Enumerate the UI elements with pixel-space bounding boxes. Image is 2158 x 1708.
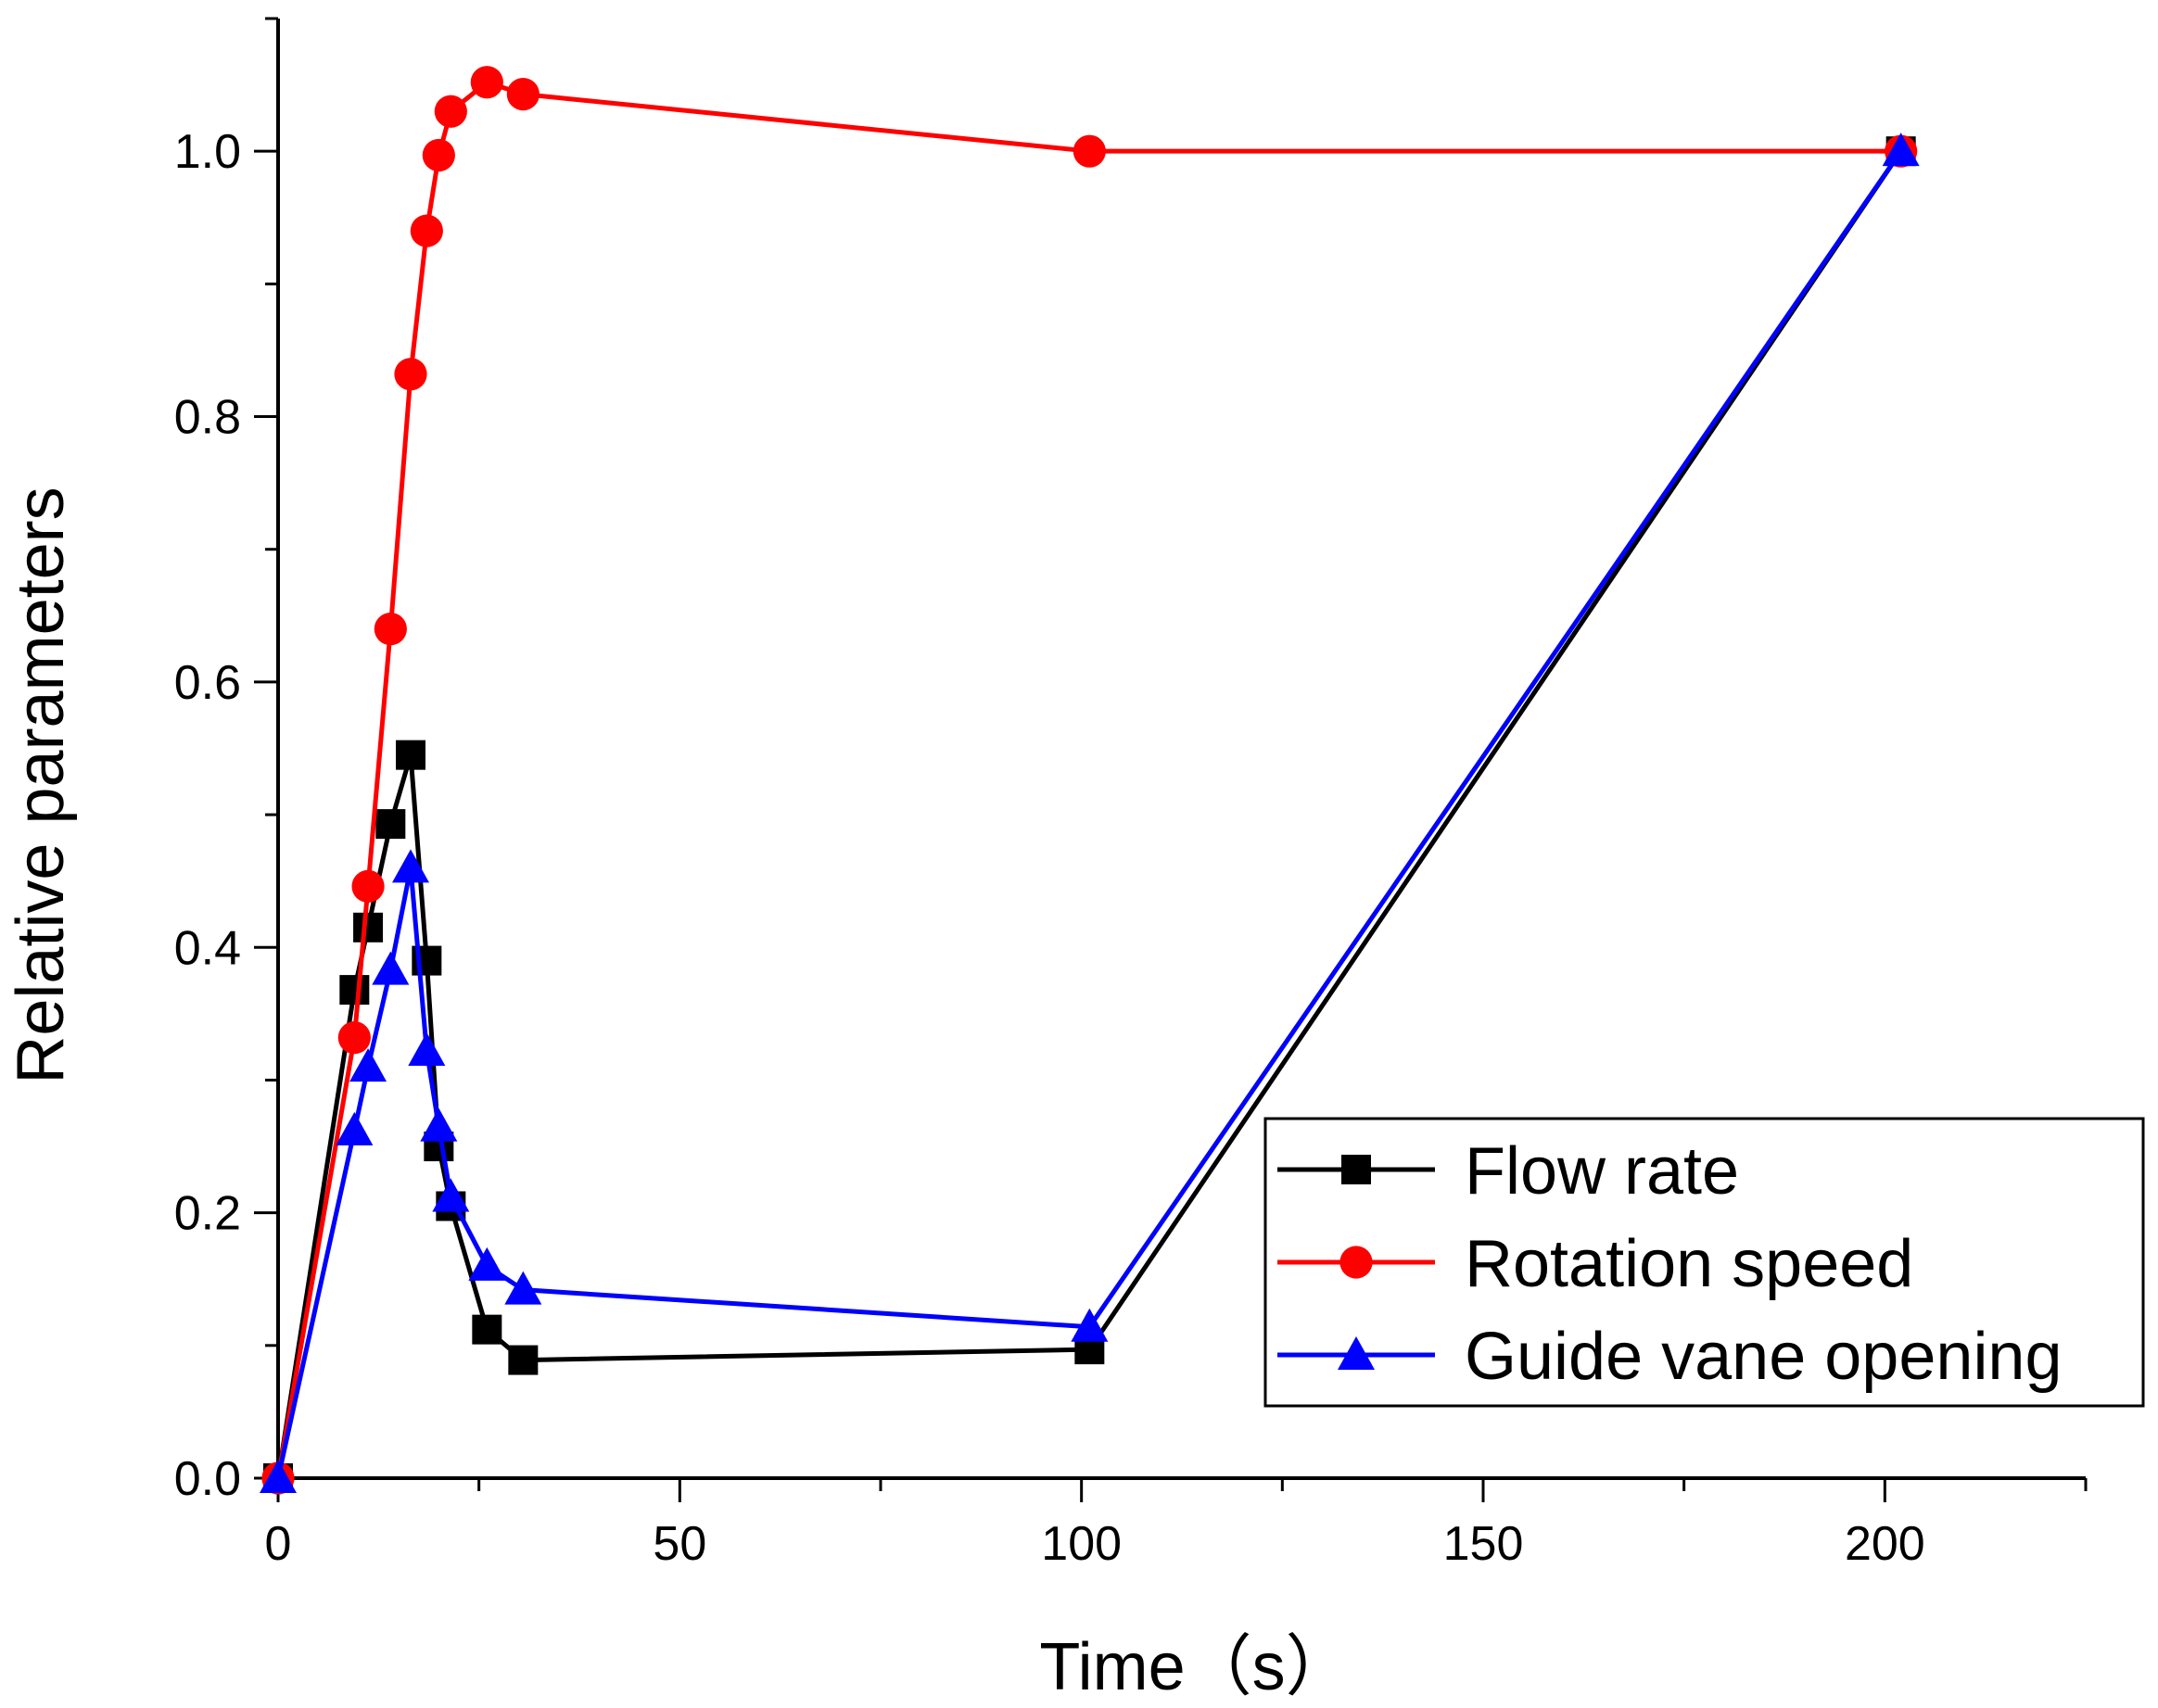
series-rotation-speed: [261, 66, 1918, 1495]
x-axis-title: Time（s）: [1039, 1630, 1352, 1704]
data-point: [394, 358, 427, 391]
data-point: [260, 1460, 297, 1493]
data-point: [432, 1178, 470, 1212]
data-point: [375, 809, 406, 840]
y-axis-title: Relative parameters: [4, 487, 78, 1083]
plot-frame: [276, 19, 2086, 1480]
data-point: [506, 78, 540, 111]
data-point: [434, 95, 467, 128]
legend-marker: [1339, 1246, 1373, 1279]
data-point: [1071, 1308, 1109, 1342]
series-guide-vane-opening: [260, 133, 1920, 1493]
legend-item: Flow rate: [1277, 1134, 1739, 1208]
data-point: [508, 1345, 539, 1375]
data-point: [349, 1048, 387, 1082]
data-point: [422, 138, 455, 172]
x-tick-label: 150: [1443, 1517, 1524, 1571]
x-tick-label: 100: [1041, 1517, 1122, 1571]
data-point: [468, 1246, 506, 1281]
series-layer: [260, 66, 1920, 1495]
legend: Flow rate Rotation speed Guide vane openin…: [1263, 1117, 2145, 1408]
legend-item: Rotation speed: [1277, 1227, 1913, 1301]
data-point: [337, 1021, 371, 1055]
legend-item: Guide vane opening: [1277, 1320, 2063, 1394]
x-tick-label: 200: [1845, 1517, 1925, 1571]
legend-label: Rotation speed: [1465, 1227, 1913, 1301]
data-point: [336, 1111, 374, 1145]
legend-label: Flow rate: [1465, 1134, 1739, 1208]
legend-label: Guide vane opening: [1465, 1320, 2063, 1394]
data-point: [470, 66, 503, 99]
data-point: [472, 1314, 502, 1345]
y-tick-label: 1.0: [174, 125, 241, 179]
data-point: [396, 740, 425, 770]
data-point: [410, 214, 443, 247]
series-line: [275, 80, 1901, 1479]
data-point: [353, 912, 384, 943]
legend-marker: [1338, 1336, 1375, 1370]
x-tick-label: 0: [265, 1517, 292, 1571]
y-tick-label: 0.6: [174, 656, 241, 710]
data-point: [392, 849, 429, 883]
data-point: [1073, 134, 1106, 168]
data-point: [1882, 133, 1920, 167]
legend-marker: [1341, 1155, 1371, 1184]
y-tick-label: 0.2: [174, 1187, 241, 1241]
y-tick-label: 0.4: [174, 921, 241, 975]
data-point: [372, 951, 410, 985]
ticks: 0 50 100 150 200 0.0 0.2 0.4 0.6 0.8 1.0: [174, 17, 2088, 1571]
y-tick-label: 0.0: [174, 1452, 241, 1506]
data-point: [351, 869, 385, 904]
data-point: [339, 975, 370, 1006]
data-point: [504, 1271, 542, 1305]
y-tick-label: 0.8: [174, 391, 241, 445]
data-point: [408, 1031, 446, 1066]
data-point: [420, 1107, 458, 1142]
data-point: [374, 613, 407, 646]
x-tick-label: 50: [653, 1517, 706, 1571]
